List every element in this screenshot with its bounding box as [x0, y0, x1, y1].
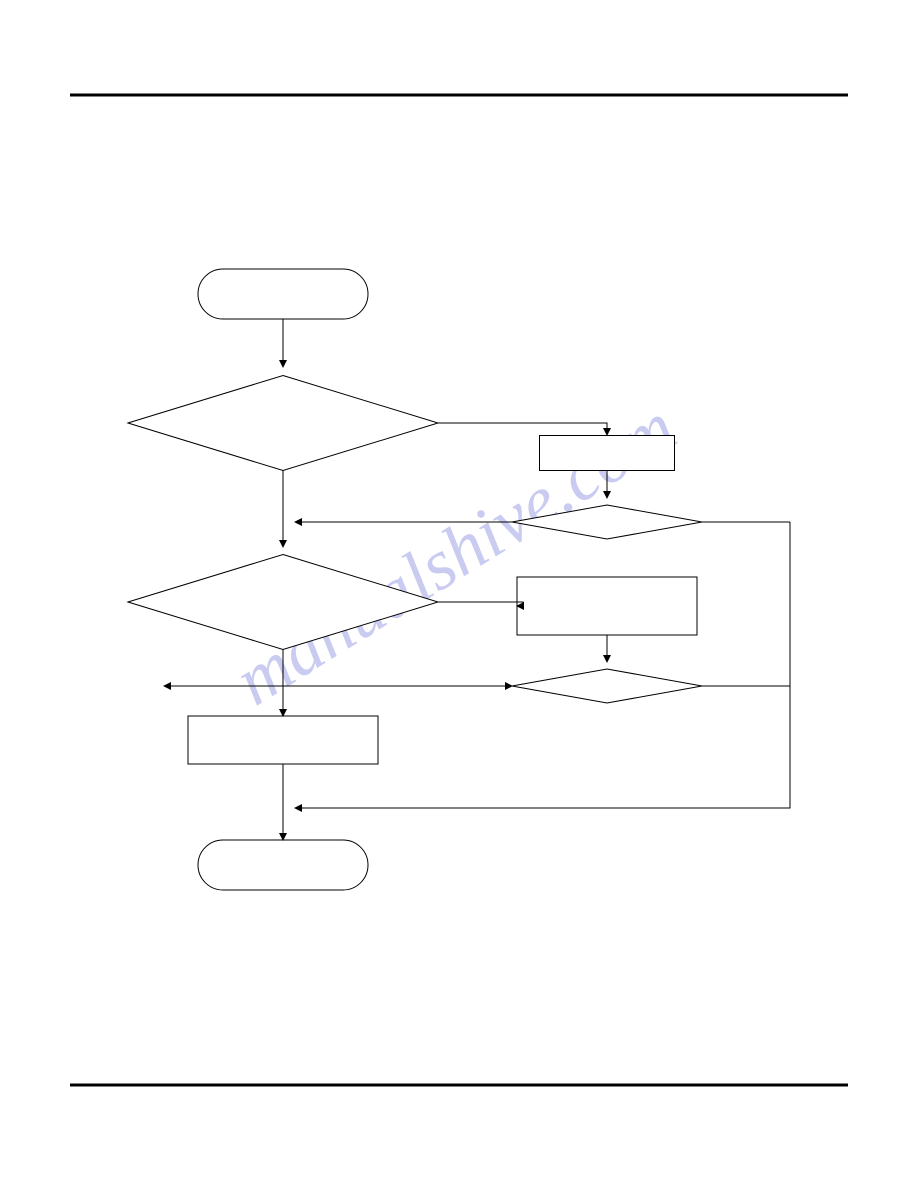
node-process1 — [540, 436, 675, 471]
node-process3 — [188, 716, 378, 764]
flowchart-canvas: manualshive.com — [0, 0, 918, 1188]
page: manualshive.com — [0, 0, 918, 1188]
node-start — [198, 269, 368, 319]
node-process2 — [517, 577, 697, 635]
node-decision1 — [128, 376, 438, 471]
node-decision4 — [512, 669, 702, 703]
node-end — [198, 840, 368, 890]
